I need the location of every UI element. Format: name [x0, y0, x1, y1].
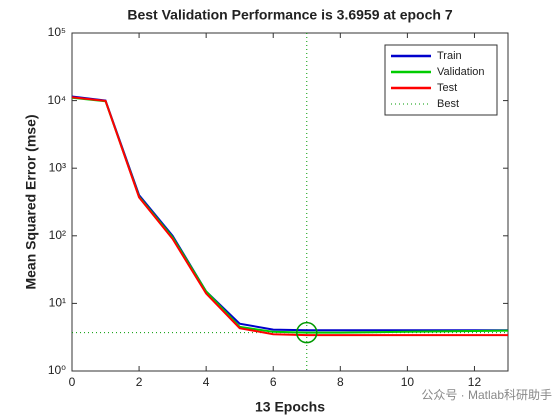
series-line [71, 96, 508, 337]
x-tick-label: 0 [69, 375, 76, 389]
x-tick-label: 2 [136, 375, 143, 389]
y-tick-label: 10² [49, 228, 66, 242]
y-axis-label: Mean Squared Error (mse) [23, 114, 39, 289]
x-tick-label: 4 [203, 375, 210, 389]
y-tick-label: 10¹ [49, 296, 66, 310]
legend-label: Test [437, 82, 457, 94]
legend-label: Train [437, 50, 462, 62]
x-tick-label: 10 [401, 375, 415, 389]
x-tick-label: 12 [468, 375, 482, 389]
x-axis-label: 13 Epochs [255, 399, 325, 415]
y-tick-label: 10⁵ [48, 25, 66, 39]
y-tick-label: 10⁰ [48, 363, 66, 377]
legend-label: Validation [437, 66, 485, 78]
y-tick-label: 10³ [49, 160, 66, 174]
legend-label: Best [437, 98, 459, 110]
watermark: 公众号 · Matlab科研助手 [421, 388, 552, 402]
y-tick-label: 10⁴ [47, 93, 66, 107]
x-tick-label: 8 [337, 375, 344, 389]
best-marker [296, 321, 318, 344]
chart-title: Best Validation Performance is 3.6959 at… [127, 7, 452, 23]
x-tick-label: 6 [270, 375, 277, 389]
